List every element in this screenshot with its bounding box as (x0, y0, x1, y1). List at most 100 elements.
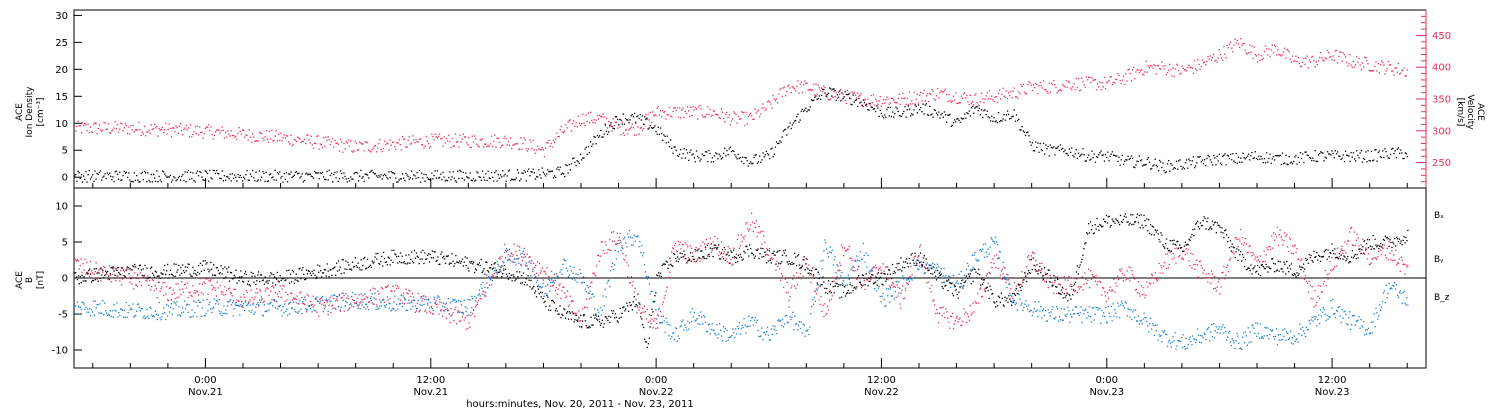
data-point (313, 309, 315, 311)
data-point (169, 287, 172, 289)
data-point (858, 266, 860, 268)
data-point (1331, 150, 1333, 152)
data-point (351, 298, 354, 301)
data-point (315, 142, 317, 145)
data-point (609, 124, 611, 126)
data-point (767, 254, 770, 256)
data-point (1334, 150, 1336, 152)
data-point (758, 335, 760, 338)
data-point (959, 102, 961, 104)
data-point (1115, 282, 1117, 284)
data-point (274, 135, 276, 137)
data-point (619, 232, 621, 235)
data-point (199, 278, 202, 280)
data-point (1027, 304, 1030, 306)
data-point (1040, 306, 1042, 308)
data-point (1299, 65, 1302, 67)
data-point (878, 268, 880, 270)
data-point (531, 260, 533, 262)
data-point (346, 301, 348, 304)
data-point (347, 295, 349, 297)
data-point (325, 136, 327, 138)
data-point (319, 302, 321, 304)
data-point (1002, 261, 1004, 264)
data-point (1108, 79, 1110, 81)
data-point (158, 128, 160, 130)
data-point (1125, 159, 1127, 161)
data-point (1090, 81, 1092, 84)
data-point (1338, 155, 1340, 157)
data-point (1156, 166, 1158, 168)
data-point (461, 316, 464, 318)
data-point (1162, 162, 1164, 164)
data-point (489, 284, 491, 286)
data-point (620, 249, 622, 251)
data-point (1163, 170, 1165, 172)
data-point (638, 117, 640, 120)
data-point (289, 292, 292, 294)
data-point (811, 305, 813, 308)
data-point (516, 143, 519, 145)
data-point (606, 252, 608, 254)
data-point (511, 255, 513, 257)
data-point (194, 289, 196, 292)
data-point (682, 319, 684, 321)
data-point (184, 308, 187, 310)
data-point (1178, 160, 1180, 162)
data-point (446, 180, 449, 182)
data-point (626, 129, 628, 131)
data-point (124, 316, 126, 318)
data-point (1058, 283, 1060, 285)
data-point (1250, 51, 1252, 53)
data-point (1280, 163, 1282, 166)
data-point (289, 301, 292, 303)
data-point (395, 177, 397, 179)
data-point (799, 83, 801, 85)
data-point (620, 134, 622, 136)
data-point (575, 312, 577, 314)
data-point (698, 157, 700, 159)
data-point (704, 116, 707, 118)
data-point (608, 131, 610, 133)
data-point (565, 164, 567, 166)
data-point (1239, 46, 1241, 49)
data-point (1116, 78, 1118, 81)
data-point (285, 135, 288, 137)
data-point (1224, 53, 1226, 55)
data-point (557, 276, 559, 278)
data-point (983, 289, 986, 291)
data-point (952, 122, 955, 124)
data-point (1205, 64, 1207, 66)
data-point (1222, 155, 1224, 157)
data-point (1298, 161, 1300, 164)
data-point (965, 276, 967, 279)
data-point (337, 180, 339, 182)
data-point (777, 142, 779, 145)
data-point (387, 299, 389, 301)
data-point (489, 278, 492, 281)
data-point (639, 240, 641, 243)
data-point (204, 282, 206, 285)
data-point (914, 276, 916, 278)
data-point (382, 175, 384, 177)
data-point (602, 136, 604, 138)
data-point (1396, 262, 1399, 264)
data-point (1379, 244, 1381, 247)
data-point (805, 330, 807, 332)
data-point (1330, 56, 1332, 58)
data-point (1153, 164, 1155, 166)
data-point (678, 243, 680, 246)
data-point (1128, 158, 1130, 160)
data-point (1385, 257, 1387, 259)
data-point (1108, 160, 1110, 162)
data-point (1207, 281, 1209, 283)
data-point (423, 173, 425, 176)
data-point (882, 293, 884, 295)
data-point (495, 170, 497, 172)
data-point (770, 257, 772, 259)
data-point (680, 117, 682, 119)
data-point (84, 258, 86, 261)
data-point (332, 138, 334, 140)
data-point (1179, 159, 1181, 161)
data-point (817, 284, 819, 286)
